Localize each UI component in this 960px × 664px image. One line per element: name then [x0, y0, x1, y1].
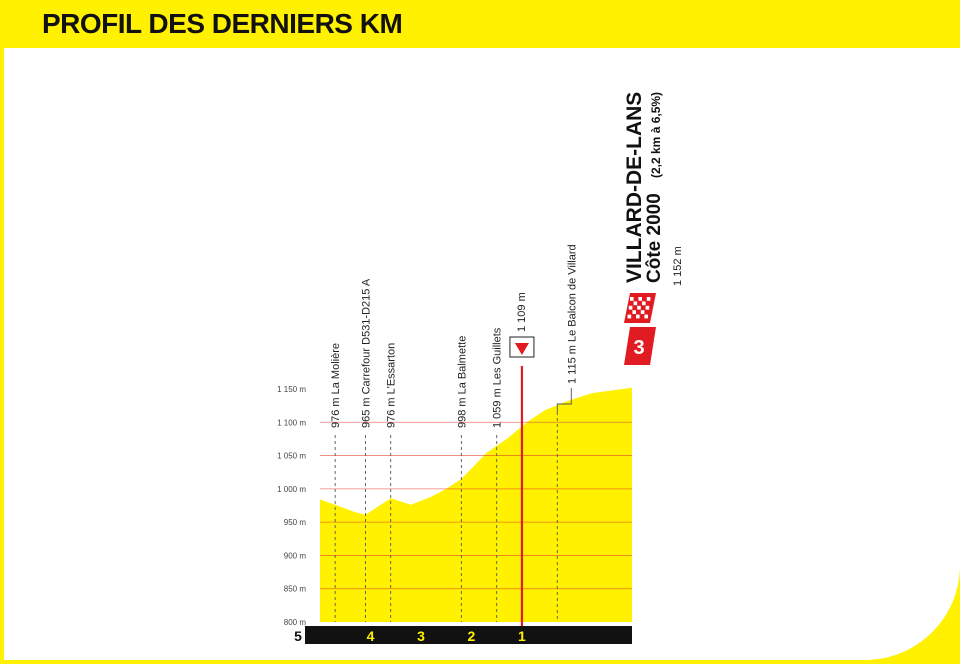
climb-category-label: 3 [633, 337, 644, 359]
distance-bar [305, 626, 632, 644]
waypoint-label: 1 059 m Les Guillets [492, 327, 504, 428]
waypoint-label: 998 m La Balmette [456, 336, 468, 428]
distance-marker-label: 4 [367, 628, 375, 644]
climb-category-badge [624, 327, 656, 365]
y-tick-label: 900 m [284, 551, 307, 560]
y-tick-label: 1 050 m [277, 452, 306, 461]
y-tick-label: 1 000 m [277, 485, 306, 494]
finish-climb: Côte 2000 [644, 193, 665, 283]
distance-marker-label: 3 [417, 628, 425, 644]
finish-flag-icon [624, 293, 656, 323]
distance-marker-label: 5 [294, 628, 302, 644]
flamme-rouge-label: 1 109 m [516, 292, 528, 332]
page-title: PROFIL DES DERNIERS KM [42, 8, 403, 39]
profile-area [320, 387, 632, 622]
waypoint-leader [556, 388, 572, 412]
waypoint-label: 976 m La Molière [330, 343, 342, 428]
y-tick-label: 1 100 m [277, 418, 306, 427]
waypoint-label: 1 115 m Le Balcon de Villard [566, 244, 578, 384]
waypoint-label: 976 m L'Essarton [386, 343, 398, 428]
finish-altitude: 1 152 m [672, 246, 684, 286]
y-tick-label: 950 m [284, 518, 307, 527]
finish-climb-detail: (2,2 km à 6,5%) [649, 92, 663, 178]
y-tick-label: 800 m [284, 618, 307, 627]
y-tick-label: 1 150 m [277, 385, 306, 394]
y-tick-label: 850 m [284, 585, 307, 594]
waypoint-label: 965 m Carrefour D531-D215 A [360, 278, 372, 428]
flamme-rouge-icon [514, 343, 529, 355]
finish-name: VILLARD-DE-LANS [623, 92, 646, 283]
distance-marker-label: 1 [518, 628, 526, 644]
distance-marker-label: 2 [468, 628, 476, 644]
